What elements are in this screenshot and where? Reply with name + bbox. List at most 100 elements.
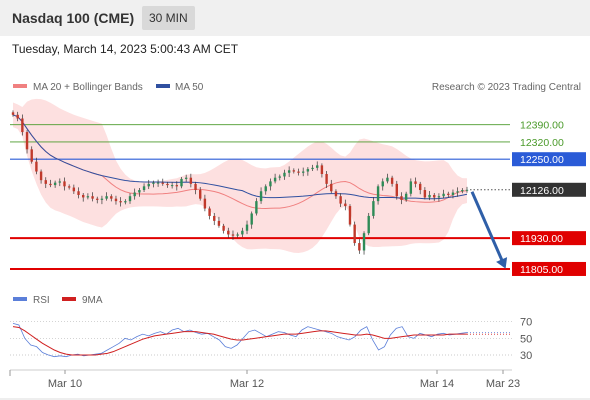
candle-body-68: [330, 183, 333, 192]
candle-body-79: [381, 181, 384, 187]
candle-body-25: [128, 196, 132, 202]
candle-body-53: [259, 191, 263, 202]
level-label-3: 11930.00: [520, 233, 563, 245]
level-tag-4: [512, 261, 586, 276]
candle-body-11: [63, 181, 66, 187]
candle-body-13: [72, 187, 76, 192]
candle-body-91: [437, 196, 441, 198]
rsi-tick-label-2: 70: [520, 317, 532, 329]
x-tick-label-2: Mar 14: [420, 378, 454, 390]
level-label-1: 12320.00: [520, 137, 564, 149]
ma50-legend-label: MA 50: [175, 82, 204, 93]
candle-body-5: [35, 161, 38, 172]
candle-body-26: [133, 192, 136, 197]
candle-body-48: [236, 234, 239, 236]
interval-button[interactable]: 30 MIN: [142, 6, 195, 30]
candle-body-83: [400, 196, 403, 200]
candle-body-10: [58, 181, 62, 183]
candle-body-64: [311, 167, 314, 170]
bollinger-band: [13, 98, 467, 253]
ma50-line: [12, 114, 468, 200]
candle-body-66: [320, 165, 324, 174]
credit-label: Research © 2023 Trading Central: [432, 82, 581, 93]
level-tag-2: [512, 152, 586, 167]
rsi-tick-label-1: 50: [520, 333, 532, 345]
candle-body-35: [175, 185, 179, 187]
projection-arrow-shaft: [470, 191, 506, 266]
candle-body-54: [264, 186, 267, 192]
candle-body-9: [53, 182, 57, 186]
candle-body-12: [67, 186, 71, 188]
candle-body-47: [231, 234, 235, 236]
candle-body-34: [170, 185, 174, 187]
level-label-2: 12250.00: [520, 154, 564, 166]
candle-body-28: [142, 186, 146, 191]
candle-body-75: [362, 233, 366, 251]
candle-body-17: [91, 196, 94, 199]
x-axis-ticks: Mar 10 Mar 12 Mar 14 Mar 23: [9, 370, 520, 390]
candle-body-24: [124, 201, 127, 203]
candle-body-70: [339, 196, 342, 204]
candle-body-1: [16, 114, 19, 119]
candle-body-42: [208, 208, 211, 216]
candle-body-55: [269, 181, 272, 187]
rsi-ma-legend-label: 9MA: [82, 295, 103, 306]
candle-body-76: [367, 215, 370, 234]
candle-body-74: [358, 243, 361, 251]
candle-body-85: [409, 181, 413, 194]
level-label-0: 12390.00: [520, 120, 564, 132]
candle-body-40: [199, 190, 202, 199]
candle-body-95: [456, 191, 459, 193]
candle-body-86: [414, 181, 417, 184]
candle-body-56: [273, 177, 277, 182]
candle-body-50: [245, 224, 249, 231]
candle-body-3: [25, 132, 29, 150]
rsi-tick-label-0: 30: [520, 350, 532, 362]
candle-body-88: [423, 190, 427, 198]
candle-body-46: [227, 230, 230, 235]
candle-body-32: [161, 182, 164, 184]
candle-body-72: [348, 206, 352, 225]
candle-body-36: [180, 178, 183, 187]
candle-body-45: [222, 225, 225, 231]
level-tag-3: [512, 231, 586, 246]
candle-body-69: [334, 191, 338, 197]
candle-body-57: [278, 176, 281, 178]
candle-body-44: [217, 220, 221, 226]
candle-body-29: [147, 183, 150, 187]
candle-body-94: [451, 192, 455, 195]
candle-body-80: [386, 177, 389, 182]
candle-body-38: [189, 177, 193, 184]
candle-body-60: [292, 170, 296, 172]
candle-body-82: [395, 183, 398, 197]
candle-body-39: [194, 183, 197, 191]
rsi-series-ma9: [12, 326, 467, 356]
rsi-legend-swatch: [13, 297, 27, 301]
candle-body-96: [461, 190, 464, 192]
candle-body-14: [77, 191, 80, 195]
candle-body-30: [152, 182, 155, 184]
candle-body-37: [184, 177, 188, 179]
candle-body-81: [390, 177, 394, 184]
x-tick-label-1: Mar 12: [230, 378, 264, 390]
main-legend: MA 20 + Bollinger Bands MA 50 Research ©…: [13, 82, 581, 93]
rsi-legend-label: RSI: [33, 295, 50, 306]
instrument-title: Nasdaq 100 (CME): [12, 10, 135, 26]
chart-header: Nasdaq 100 (CME) 30 MIN: [0, 0, 590, 36]
current-price-label: 12126.00: [520, 185, 564, 197]
candle-body-8: [49, 183, 52, 186]
candle-body-59: [287, 170, 291, 173]
candle-body-21: [110, 196, 113, 199]
x-tick-label-3: Mar 23: [486, 378, 520, 390]
candle-body-51: [250, 213, 253, 225]
candle-body-67: [325, 174, 328, 184]
candle-body-6: [39, 171, 43, 181]
candle-body-58: [283, 172, 286, 177]
candle-body-41: [203, 198, 207, 209]
candle-body-71: [344, 203, 347, 207]
candle-body-18: [96, 198, 99, 200]
ma20-legend-label: MA 20 + Bollinger Bands: [33, 82, 143, 93]
candle-body-4: [30, 149, 33, 162]
candle-body-77: [372, 201, 375, 216]
ma50-legend-swatch: [156, 84, 170, 88]
